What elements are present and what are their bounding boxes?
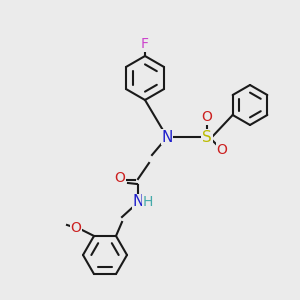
Text: O: O [115,171,125,185]
Text: H: H [143,195,153,209]
Text: F: F [141,37,149,51]
Text: O: O [217,143,227,157]
Text: O: O [202,110,212,124]
Text: O: O [70,221,81,235]
Text: N: N [161,130,173,145]
Text: N: N [132,194,144,209]
Text: S: S [202,130,212,145]
